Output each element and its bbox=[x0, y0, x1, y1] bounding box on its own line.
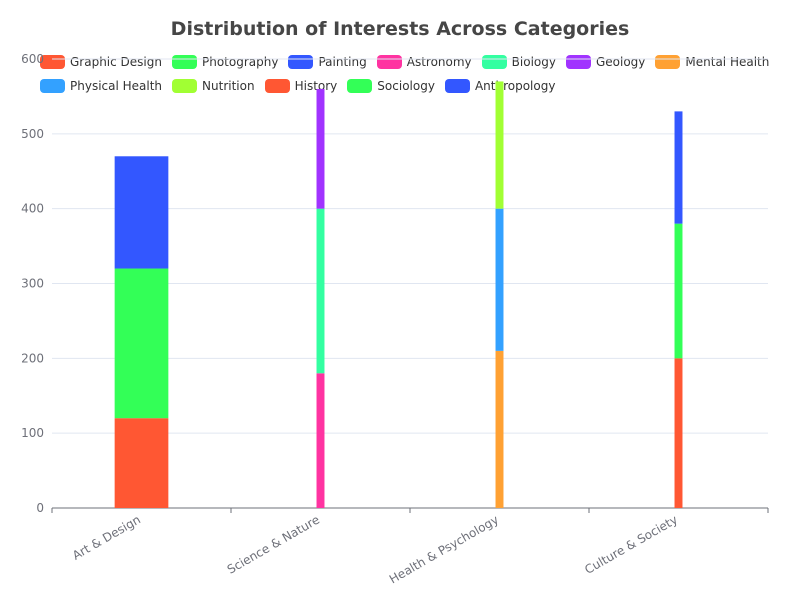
legend-item[interactable]: Physical Health bbox=[40, 79, 162, 93]
legend-swatch bbox=[347, 79, 373, 93]
x-tick-label: Art & Design bbox=[70, 512, 143, 562]
legend-label: Anthropology bbox=[474, 79, 556, 93]
y-tick-label: 500 bbox=[21, 127, 44, 141]
bar-physical-health bbox=[495, 208, 504, 351]
legend-row: Physical Health Nutrition History Sociology… bbox=[40, 74, 780, 98]
bar-sociology bbox=[674, 223, 683, 359]
x-tick-label: Science & Nature bbox=[225, 512, 322, 576]
bar-astronomy bbox=[316, 373, 325, 508]
legend-label: Sociology bbox=[377, 79, 435, 93]
y-tick-label: 600 bbox=[21, 52, 44, 66]
legend-swatch bbox=[444, 79, 470, 93]
legend-swatch bbox=[264, 79, 290, 93]
y-tick-label: 100 bbox=[21, 426, 44, 440]
bar-mental-health bbox=[495, 350, 504, 508]
legend-item[interactable]: Sociology bbox=[347, 79, 435, 93]
bar-anthropology bbox=[674, 111, 683, 224]
bar-graphic-design bbox=[114, 418, 169, 508]
legend-label: History bbox=[294, 79, 338, 93]
legend-swatch bbox=[172, 79, 198, 93]
legend-item[interactable]: History bbox=[264, 79, 338, 93]
legend-label: Physical Health bbox=[70, 79, 163, 93]
y-tick-label: 400 bbox=[21, 202, 44, 216]
y-tick-label: 200 bbox=[21, 351, 44, 365]
bar-biology bbox=[316, 208, 325, 374]
chart-title: Distribution of Interests Across Categor… bbox=[170, 18, 630, 40]
bar-history bbox=[674, 358, 683, 508]
bar-painting bbox=[114, 156, 169, 269]
x-tick-label: Health & Psychology bbox=[387, 512, 501, 586]
bar-nutrition bbox=[495, 81, 504, 209]
bar-photography bbox=[114, 268, 169, 419]
legend-label: Nutrition bbox=[202, 79, 255, 93]
y-tick-label: 0 bbox=[36, 501, 44, 515]
bar-geology bbox=[316, 88, 325, 209]
legend-item[interactable]: Anthropology bbox=[444, 79, 556, 93]
y-tick-label: 300 bbox=[21, 277, 44, 291]
legend-item[interactable]: Nutrition bbox=[172, 79, 255, 93]
x-tick-label: Culture & Society bbox=[582, 512, 680, 576]
legend-swatch bbox=[40, 79, 65, 93]
